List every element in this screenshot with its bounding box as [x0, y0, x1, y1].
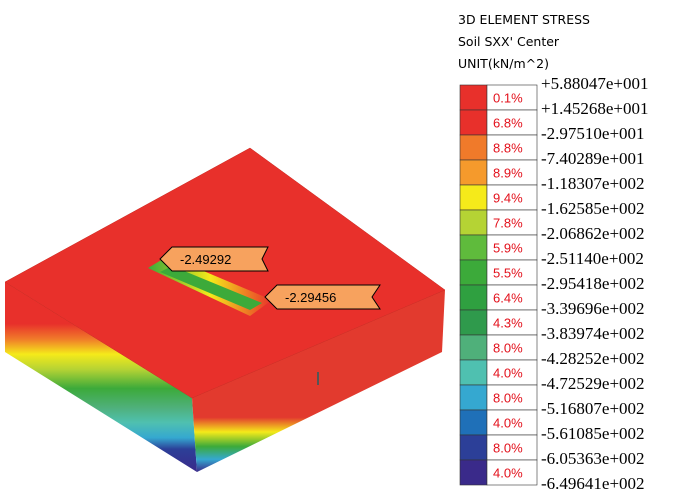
legend-swatch [459, 134, 488, 161]
annotation-label: -2.29456 [285, 290, 336, 305]
legend-percent: 6.8% [493, 116, 523, 131]
legend-value: -4.28252e+002 [541, 349, 645, 368]
legend-swatch [459, 459, 488, 486]
legend-value: -5.16807e+002 [541, 399, 645, 418]
legend-swatch [459, 309, 488, 336]
legend-percent: 5.9% [493, 241, 523, 256]
legend-percent: 4.0% [493, 366, 523, 381]
legend-value: -1.18307e+002 [541, 174, 645, 193]
legend-percent: 8.0% [493, 441, 523, 456]
legend-value: +1.45268e+001 [541, 99, 648, 118]
legend-percent-box [486, 334, 538, 361]
legend-percent: 8.9% [493, 166, 523, 181]
legend-percent: 8.0% [493, 341, 523, 356]
legend-percent: 5.5% [493, 266, 523, 281]
top-face [4, 147, 446, 399]
legend-percent-box [486, 284, 538, 311]
legend-percent-box [486, 459, 538, 486]
legend-value: -7.40289e+001 [541, 149, 645, 168]
legend-percent: 4.0% [493, 416, 523, 431]
legend-percent-box [486, 209, 538, 236]
legend-title-line: 3D ELEMENT STRESS [458, 12, 590, 27]
legend-swatch [459, 159, 488, 186]
legend-percent: 4.0% [493, 466, 523, 481]
legend-percent-box [486, 359, 538, 386]
legend-swatch [459, 284, 488, 311]
legend-percent: 4.3% [493, 316, 523, 331]
legend-percent-box [486, 434, 538, 461]
legend-swatch [459, 384, 488, 411]
annotation-flag [264, 284, 381, 310]
legend-value: -5.61085e+002 [541, 424, 645, 443]
annotation-flag [159, 246, 269, 272]
legend-swatch [459, 84, 488, 111]
legend-percent-box [486, 309, 538, 336]
legend-percent: 9.4% [493, 191, 523, 206]
legend: 0.1% 6.8% 8.8% 8.9% 9.4% 7.8% 5.9% 5.5% 6.4% 4.3%… [459, 74, 648, 493]
legend-percent: 0.1% [493, 91, 523, 106]
legend-value: -3.83974e+002 [541, 324, 645, 343]
legend-swatch [459, 234, 488, 261]
legend-swatch [459, 409, 488, 436]
legend-title-line: Soil SXX' Center [458, 34, 560, 49]
legend-swatch [459, 434, 488, 461]
left-face [5, 282, 197, 472]
model [4, 147, 446, 472]
legend-value: -1.62585e+002 [541, 199, 645, 218]
legend-percent-box [486, 234, 538, 261]
legend-value: -4.72529e+002 [541, 374, 645, 393]
legend-value: -3.39696e+002 [541, 299, 645, 318]
legend-value: +5.88047e+001 [541, 74, 648, 93]
legend-percent: 7.8% [493, 216, 523, 231]
legend-swatch [459, 334, 488, 361]
legend-percent: 6.4% [493, 291, 523, 306]
legend-value: -2.97510e+001 [541, 124, 645, 143]
legend-percent: 8.8% [493, 141, 523, 156]
legend-swatch [459, 184, 488, 211]
legend-swatch [459, 209, 488, 236]
legend-value: -2.51140e+002 [541, 249, 644, 268]
legend-swatch [459, 109, 488, 136]
legend-value: -2.95418e+002 [541, 274, 645, 293]
legend-percent-box [486, 409, 538, 436]
legend-percent-box [486, 159, 538, 186]
legend-percent-box [486, 384, 538, 411]
legend-percent: 8.0% [493, 391, 523, 406]
annotation-label: -2.49292 [180, 252, 231, 267]
excavation-floor [160, 266, 262, 310]
annotation: -2.49292 -2.29456 [159, 246, 381, 310]
legend-swatch [459, 359, 488, 386]
legend-swatch [459, 259, 488, 286]
legend-title-line: UNIT(kN/m^2) [458, 56, 549, 71]
legend-value: -6.05363e+002 [541, 449, 645, 468]
legend-value: -2.06862e+002 [541, 224, 645, 243]
legend-percent-box [486, 184, 538, 211]
legend-title: 3D ELEMENT STRESS Soil SXX' Center UNIT(… [458, 12, 590, 71]
legend-value: -6.49641e+002 [541, 474, 645, 493]
